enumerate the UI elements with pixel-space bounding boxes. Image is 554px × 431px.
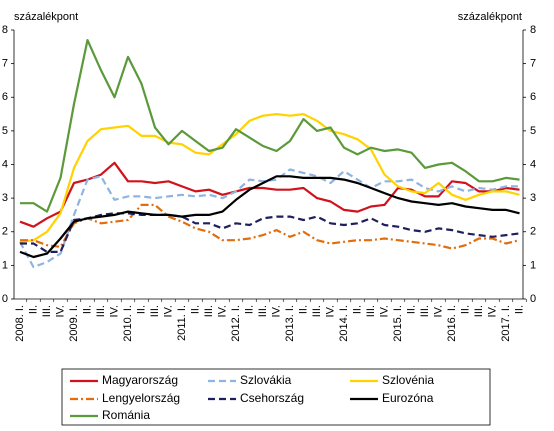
- x-tick-label: III.: [149, 305, 161, 317]
- y2-tick-label: 8: [530, 24, 536, 36]
- legend-box: [61, 368, 491, 426]
- x-tick-label: III.: [473, 305, 485, 317]
- x-tick-label: 2010. I.: [122, 305, 134, 342]
- series-line: [19, 161, 520, 228]
- x-tick-label: II.: [135, 305, 147, 314]
- x-tick-label: II.: [459, 305, 471, 314]
- x-tick-label: II.: [351, 305, 363, 314]
- y-tick-label: 3: [2, 192, 8, 204]
- x-tick-label: 2009. I.: [68, 305, 80, 342]
- x-tick-label: IV.: [486, 305, 498, 317]
- x-tick-label: IV.: [216, 305, 228, 317]
- y-tick-label: 5: [2, 125, 8, 137]
- y-axis-label: százalékpont: [14, 11, 78, 23]
- y2-tick-label: 1: [530, 259, 536, 271]
- x-tick-label: III.: [203, 305, 215, 317]
- x-tick-label: II.: [189, 305, 201, 314]
- x-tick-label: II.: [27, 305, 39, 314]
- x-tick-label: 2008. I.: [14, 305, 26, 342]
- y2-tick-label: 7: [530, 58, 536, 70]
- series-line: [19, 113, 520, 243]
- series-line: [20, 212, 520, 253]
- x-tick-label: IV.: [324, 305, 336, 317]
- legend-label: Csehország: [240, 391, 304, 405]
- x-tick-label: II.: [81, 305, 93, 314]
- x-tick-label: IV.: [54, 305, 66, 317]
- y2-tick-label: 5: [530, 125, 536, 137]
- x-tick-label: III.: [41, 305, 53, 317]
- y-tick-label: 6: [2, 91, 8, 103]
- x-tick-label: IV.: [108, 305, 120, 317]
- y2-tick-label: 3: [530, 192, 536, 204]
- x-tick-label: II.: [243, 305, 255, 314]
- x-tick-label: IV.: [432, 305, 444, 317]
- y-tick-label: 7: [2, 58, 8, 70]
- y2-tick-label: 6: [530, 91, 536, 103]
- y2-tick-label: 4: [530, 158, 536, 170]
- x-tick-label: 2015. I.: [392, 305, 404, 342]
- x-tick-label: III.: [419, 305, 431, 317]
- x-tick-label: III.: [365, 305, 377, 317]
- x-tick-label: IV.: [378, 305, 390, 317]
- x-tick-label: II.: [405, 305, 417, 314]
- x-tick-label: II.: [297, 305, 309, 314]
- x-tick-label: 2017. I.: [500, 305, 512, 342]
- series-line: [19, 175, 520, 259]
- x-tick-label: III.: [95, 305, 107, 317]
- x-tick-label: III.: [311, 305, 323, 317]
- x-tick-label: IV.: [270, 305, 282, 317]
- x-tick-label: 2014. I.: [338, 305, 350, 342]
- x-tick-label: 2013. I.: [284, 305, 296, 342]
- y-tick-label: 2: [2, 226, 8, 238]
- y-tick-label: 4: [2, 158, 8, 170]
- series-line: [20, 203, 520, 250]
- legend-label: Eurozóna: [382, 391, 434, 405]
- y-tick-label: 1: [2, 259, 8, 271]
- x-tick-label: II.: [513, 305, 525, 314]
- legend-label: Lengyelország: [102, 391, 180, 405]
- y-tick-label: 8: [2, 24, 8, 36]
- x-tick-label: 2016. I.: [446, 305, 458, 342]
- series-line: [20, 39, 520, 213]
- x-tick-label: 2012. I.: [230, 305, 242, 342]
- legend-label: Magyarország: [102, 373, 178, 387]
- x-tick-label: 2011. I.: [176, 305, 188, 341]
- y2-tick-label: 2: [530, 226, 536, 238]
- legend-label: Románia: [102, 408, 150, 422]
- legend-label: Szlovákia: [240, 373, 292, 387]
- x-tick-label: IV.: [162, 305, 174, 317]
- x-tick-label: III.: [257, 305, 269, 317]
- y2-axis-label: százalékpont: [458, 11, 522, 23]
- y-tick-label: 0: [2, 293, 8, 305]
- y2-tick-label: 0: [530, 293, 536, 305]
- legend-label: Szlovénia: [382, 373, 434, 387]
